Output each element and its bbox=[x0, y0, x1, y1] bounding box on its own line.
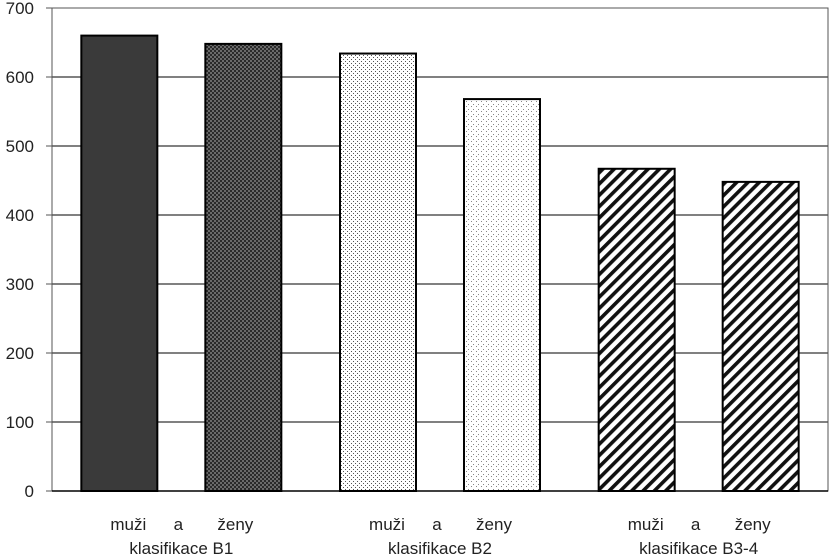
category-label-word: ženy bbox=[735, 515, 771, 534]
y-tick-label: 600 bbox=[6, 68, 34, 87]
category-label-word: muži bbox=[369, 515, 405, 534]
bar-ženy-2 bbox=[463, 98, 541, 493]
bar-ženy-3 bbox=[721, 180, 800, 492]
category-label-word: ženy bbox=[217, 515, 253, 534]
y-tick-label: 400 bbox=[6, 206, 34, 225]
bar-muži-1 bbox=[80, 34, 159, 492]
category-label-word: muži bbox=[110, 515, 146, 534]
y-tick-label: 200 bbox=[6, 344, 34, 363]
plot-border bbox=[51, 7, 829, 492]
category-label: klasifikace B2 bbox=[388, 539, 492, 556]
y-tick-label: 100 bbox=[6, 413, 34, 432]
category-label-word: ženy bbox=[476, 515, 512, 534]
y-tick-label: 700 bbox=[6, 0, 34, 18]
category-label-word: a bbox=[691, 515, 701, 534]
category-label-word: a bbox=[432, 515, 442, 534]
bar-muži-2 bbox=[339, 52, 417, 492]
category-label: klasifikace B1 bbox=[129, 539, 233, 556]
category-label-word: a bbox=[174, 515, 184, 534]
y-tick-label: 0 bbox=[25, 482, 34, 501]
bars bbox=[80, 34, 800, 493]
y-tick-label: 500 bbox=[6, 137, 34, 156]
plot-frame bbox=[51, 7, 829, 492]
category-label: klasifikace B3-4 bbox=[639, 539, 758, 556]
y-tick-label: 300 bbox=[6, 275, 34, 294]
bar-muži-3 bbox=[597, 167, 676, 493]
gridlines bbox=[52, 7, 828, 492]
category-labels: muži a ženy klasifikace B1 muži a ženy klasifik… bbox=[110, 515, 771, 556]
y-axis-ticks: 0 100 200 300 400 500 600 700 bbox=[6, 0, 52, 501]
category-label-word: muži bbox=[628, 515, 664, 534]
bar-ženy-1 bbox=[204, 42, 283, 492]
